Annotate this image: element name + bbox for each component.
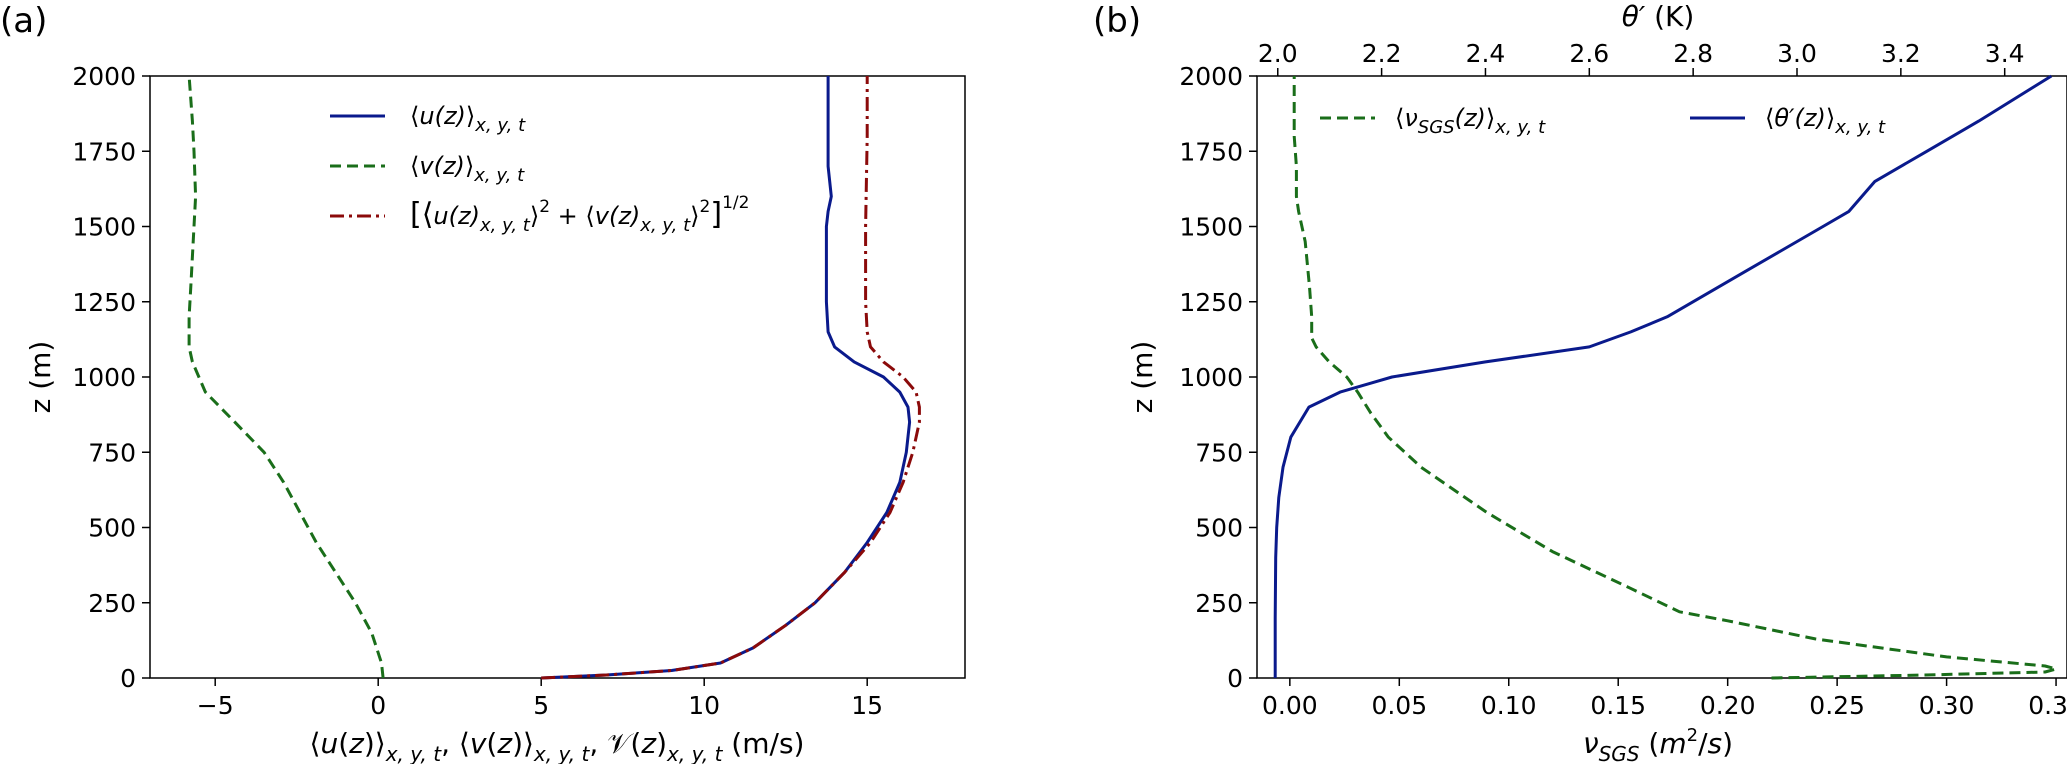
x-tick-label: −5 [197,691,234,720]
y-tick-label: 1500 [1179,213,1243,242]
top-x-tick-label: 2.6 [1569,39,1609,68]
panel-b-legend: ⟨νSGS(z)⟩x, y, t ⟨θ′(z)⟩x, y, t [1320,104,1886,138]
y-tick-label: 0 [120,664,136,693]
panel-b-x-label: νSGS (m2/s) [1583,725,1733,764]
top-x-tick-label: 3.0 [1777,39,1817,68]
x-tick-label: 0.30 [1919,691,1975,720]
top-x-tick-label: 2.2 [1362,39,1402,68]
y-tick-label: 250 [1195,589,1243,618]
b-series-line-1 [1273,74,2053,678]
y-tick-label: 2000 [72,62,136,91]
top-x-tick-label: 2.0 [1258,39,1298,68]
panel-b-frame [1256,75,2067,679]
panel-a-y-ticks: 0 250 500 750 1000 1250 1500 1750 2000 [72,62,150,693]
legend-theta-label: ⟨θ′(z)⟩x, y, t [1765,104,1886,138]
x-tick-label: 0.10 [1481,691,1537,720]
y-tick-label: 1000 [72,363,136,392]
x-tick-label: 0.35 [2028,691,2067,720]
y-tick-label: 1000 [1179,363,1243,392]
a-series-line-0 [541,76,912,680]
top-x-tick-label: 3.2 [1881,39,1921,68]
legend-v-label: ⟨v(z)⟩x, y, t [410,152,525,186]
x-tick-label: 0.25 [1809,691,1865,720]
panel-a: (a) −5 0 5 10 15 0 250 500 750 1000 1250 1500 1750 2… [0,1,966,764]
y-tick-label: 0 [1227,664,1243,693]
y-tick-label: 1750 [72,137,136,166]
panel-a-series [187,75,921,680]
a-series-line-2 [541,76,921,680]
panel-a-x-label: ⟨u(z)⟩x, y, t, ⟨v(z)⟩x, y, t, 𝒱(z)x, y, … [310,727,805,764]
panel-b-tag: (b) [1093,1,1141,41]
y-tick-label: 1500 [72,213,136,242]
panel-a-y-label: z (m) [24,341,57,414]
panel-b-x-ticks: 0.00 0.05 0.10 0.15 0.20 0.25 0.30 0.35 [1262,678,2067,720]
legend-u-label: ⟨u(z)⟩x, y, t [410,102,526,136]
panel-b-y-ticks: 0 250 500 750 1000 1250 1500 1750 2000 [1179,62,1257,693]
y-tick-label: 1750 [1179,137,1243,166]
y-tick-label: 1250 [72,288,136,317]
y-tick-label: 750 [1195,438,1243,467]
x-tick-label: 0.20 [1700,691,1756,720]
x-tick-label: 0.00 [1262,691,1318,720]
panel-b: (b) 0.00 0.05 0.10 0.15 0.20 0.25 0.30 0.35 2.0… [1093,0,2067,764]
x-tick-label: 0 [370,691,386,720]
y-tick-label: 750 [88,438,136,467]
y-tick-label: 250 [88,589,136,618]
panel-b-y-label: z (m) [1126,341,1159,414]
top-x-tick-label: 2.8 [1673,39,1713,68]
panel-a-x-ticks: −5 0 5 10 15 [197,678,883,720]
panel-b-top-x-label: θ′ (K) [1622,0,1695,33]
panel-a-frame [149,75,966,679]
legend-nu-label: ⟨νSGS(z)⟩x, y, t [1395,104,1546,138]
y-tick-label: 1250 [1179,288,1243,317]
b-series-line-0 [1292,76,2058,680]
x-tick-label: 10 [688,691,720,720]
x-tick-label: 5 [533,691,549,720]
y-tick-label: 2000 [1179,62,1243,91]
top-x-tick-label: 2.4 [1466,39,1506,68]
panel-a-legend: ⟨u(z)⟩x, y, t ⟨v(z)⟩x, y, t [⟨u(z)x, y, … [330,102,749,236]
panel-b-series [1273,74,2058,680]
legend-mag-label: [⟨u(z)x, y, t⟩2 + ⟨v(z)x, y, t⟩2]1/2 [410,193,749,236]
x-tick-label: 0.15 [1590,691,1646,720]
x-tick-label: 0.05 [1371,691,1427,720]
top-x-tick-label: 3.4 [1985,39,2025,68]
a-series-line-1 [187,75,385,679]
panel-a-tag: (a) [0,1,47,41]
panel-b-top-x-ticks: 2.0 2.2 2.4 2.6 2.8 3.0 3.2 3.4 [1258,39,2025,76]
y-tick-label: 500 [88,514,136,543]
y-tick-label: 500 [1195,514,1243,543]
x-tick-label: 15 [851,691,883,720]
